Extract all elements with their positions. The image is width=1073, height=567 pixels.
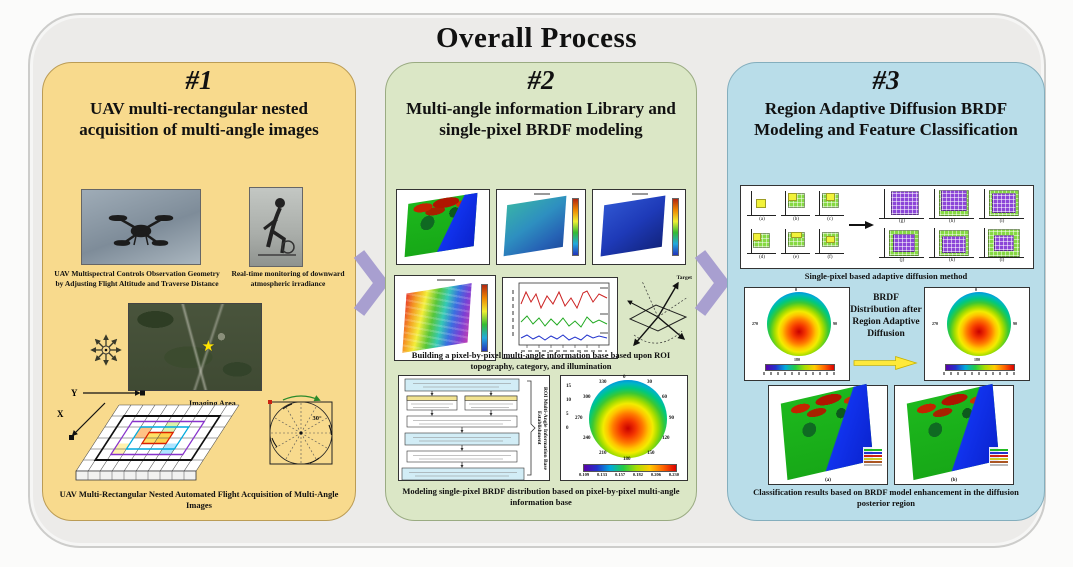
person-icon: [258, 198, 296, 256]
map-legend: [863, 446, 883, 468]
adaptive-diffusion-box: (a) (b) (c) (d) (e): [740, 185, 1034, 269]
compass-rose-icon: [87, 331, 125, 369]
page-title: Overall Process: [435, 22, 638, 54]
diffusion-minis-before: (a) (b) (c) (d) (e): [745, 189, 847, 265]
panel-1-number: #1: [185, 65, 213, 95]
panel-3: #3 Region Adaptive Diffusion BRDF Modeli…: [727, 62, 1045, 521]
spectral-line-chart: [502, 277, 618, 359]
mini-plot: (b): [779, 189, 813, 227]
mini-plot: (k): [927, 227, 977, 266]
caption-information-base: Building a pixel-by-pixel multi-angle in…: [411, 350, 671, 372]
classification-map-thumb: [396, 189, 490, 265]
map-legend: [989, 446, 1009, 468]
irradiance-monitoring-photo: [249, 187, 303, 267]
target-label: Target: [676, 275, 692, 281]
rotation-angle-diagram: 30°: [253, 393, 349, 479]
yellow-arrow-icon: [853, 356, 918, 370]
illumination-geometry-diagram: Target: [622, 273, 692, 359]
mini-plot: (j): [877, 227, 927, 266]
caption-brdf-modeling: Modeling single-pixel BRDF distribution …: [402, 486, 680, 508]
panel-3-title: Region Adaptive Diffusion BRDF Modeling …: [754, 99, 1018, 139]
panel-2-number: #2: [527, 65, 555, 95]
blue-raster-map: [592, 189, 686, 265]
drone-icon: [108, 214, 174, 246]
caption-diffusion-method: Single-pixel based adaptive diffusion me…: [804, 271, 968, 281]
mini-plot: (i): [977, 188, 1027, 227]
brdf-colorbar: [583, 464, 677, 472]
teal-raster-map: [496, 189, 586, 265]
caption-irradiance: Real-time monitoring of downward atmosph…: [231, 269, 345, 288]
brdf-diffusion-transition-text: BRDF Distribution after Region Adaptive …: [850, 293, 922, 339]
panel-1: #1 UAV multi-rectangular nested acquisit…: [42, 62, 356, 521]
process-arrow-1-icon: [353, 250, 390, 316]
brdf-polar-plot: 15 10 5 0 0 30 60 90 120 150 180 210 240…: [560, 375, 688, 481]
brdf-colorbar-labels: 0.109 0.133 0.157 0.182 0.206 0.230: [579, 472, 679, 477]
imaging-area-label: Imaging Area: [189, 399, 236, 408]
classification-result-a: (a): [768, 383, 888, 485]
diffusion-arrow-icon: [849, 221, 874, 229]
mini-plot: (c): [813, 189, 847, 227]
panel-3-number: #3: [872, 65, 900, 95]
brdf-polar-before: 0 90 180 270: [744, 287, 850, 381]
caption-classification-results: Classification results based on BRDF mod…: [753, 487, 1019, 509]
classification-result-b: (b): [894, 383, 1014, 485]
brdf-distribution-disk: [589, 380, 667, 458]
rotation-angle-value: 30°: [312, 414, 322, 422]
caption-uav-geometry: UAV Multispectral Controls Observation G…: [54, 269, 220, 288]
panel-1-title: UAV multi-rectangular nested acquisition…: [79, 99, 319, 139]
information-base-flowchart: ROI Multi-Angle Information Base Establi…: [398, 375, 550, 481]
uav-drone-photo: [81, 189, 201, 265]
flowchart-bracket-label: ROI Multi-Angle Information Base Establi…: [536, 386, 548, 470]
mini-plot: (h): [927, 188, 977, 227]
caption-flight-acquisition: UAV Multi-Rectangular Nested Automated F…: [59, 489, 339, 511]
axis-x-glyph: X: [57, 409, 64, 419]
mini-plot: (f): [813, 227, 847, 265]
mini-plot: (l): [977, 227, 1027, 266]
axis-y-glyph: Y: [71, 388, 78, 398]
mini-plot: (e): [779, 227, 813, 265]
mini-plot: (a): [745, 189, 779, 227]
satellite-study-area-image: ★: [128, 303, 262, 391]
panel-2: #2 Multi-angle information Library and s…: [385, 62, 697, 521]
nested-flight-grid-diagram: Y X: [47, 381, 249, 527]
mini-plot: (g): [877, 188, 927, 227]
topography-map: [394, 275, 496, 361]
process-arrow-2-icon: [694, 250, 731, 316]
panel-2-title: Multi-angle information Library and sing…: [406, 99, 676, 139]
star-icon: ★: [201, 338, 216, 355]
diffusion-minis-after: (g) (h) (i) (j) (k): [877, 188, 1027, 266]
brdf-polar-after: 0 90 180 270: [924, 287, 1030, 381]
mini-plot: (d): [745, 227, 779, 265]
